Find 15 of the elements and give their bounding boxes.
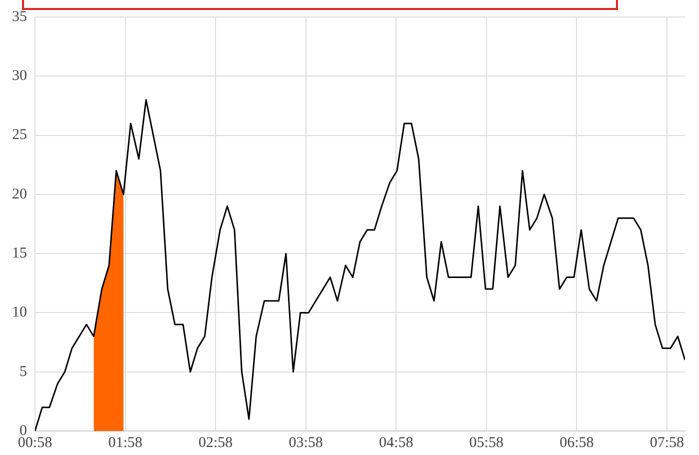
y-tick-label: 30 bbox=[12, 68, 27, 84]
y-tick-label: 20 bbox=[12, 186, 27, 202]
x-tick-label: 01:58 bbox=[108, 434, 142, 451]
y-tick-label: 25 bbox=[12, 127, 27, 144]
x-tick-label: 05:58 bbox=[469, 434, 504, 451]
x-tick-label: 07:58 bbox=[650, 434, 684, 451]
x-tick-label: 03:58 bbox=[288, 434, 323, 451]
x-tick-label: 04:58 bbox=[379, 434, 414, 451]
x-tick-label: 00:58 bbox=[18, 434, 52, 451]
y-tick-label: 5 bbox=[20, 364, 27, 380]
y-tick-label: 15 bbox=[12, 246, 27, 262]
y-tick-label: 35 bbox=[12, 8, 27, 25]
x-tick-label: 06:58 bbox=[560, 434, 594, 451]
y-tick-label: 10 bbox=[12, 304, 27, 321]
x-tick-label: 02:58 bbox=[198, 434, 233, 451]
